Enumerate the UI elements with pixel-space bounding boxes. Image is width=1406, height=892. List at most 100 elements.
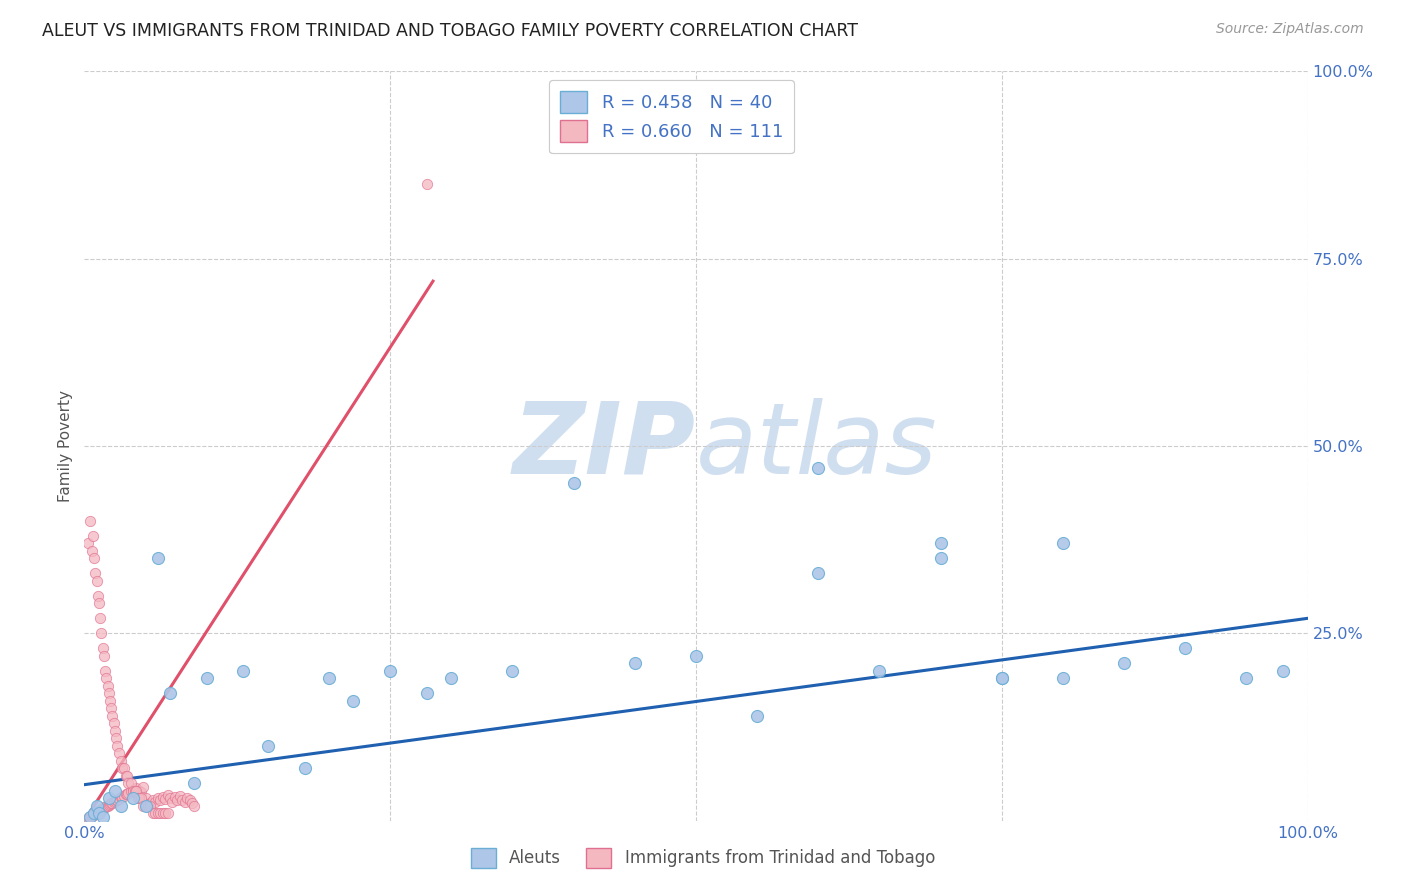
Point [929, 536, 952, 550]
Point [115, 788, 138, 802]
Point [90, 626, 112, 640]
Point [129, 791, 152, 805]
Point [128, 791, 150, 805]
Point [146, 791, 169, 805]
Point [173, 795, 195, 809]
Point [179, 793, 201, 807]
Point [169, 789, 191, 803]
Point [86, 805, 108, 819]
Point [176, 791, 198, 805]
Point [181, 796, 204, 810]
Point [149, 806, 172, 821]
Point [77, 536, 100, 550]
Point [562, 476, 585, 491]
Point [98, 797, 121, 812]
Point [115, 787, 138, 801]
Point [124, 783, 146, 797]
Point [97, 679, 120, 693]
Legend: Aleuts, Immigrants from Trinidad and Tobago: Aleuts, Immigrants from Trinidad and Tob… [464, 841, 942, 875]
Point [107, 746, 129, 760]
Point [127, 788, 149, 802]
Point [685, 648, 707, 663]
Point [79, 810, 101, 824]
Text: Source: ZipAtlas.com: Source: ZipAtlas.com [1216, 22, 1364, 37]
Point [152, 806, 174, 821]
Point [80, 544, 103, 558]
Text: ALEUT VS IMMIGRANTS FROM TRINIDAD AND TOBAGO FAMILY POVERTY CORRELATION CHART: ALEUT VS IMMIGRANTS FROM TRINIDAD AND TO… [42, 22, 858, 40]
Point [991, 671, 1014, 685]
Point [107, 792, 129, 806]
Point [416, 177, 439, 191]
Point [105, 793, 128, 807]
Point [139, 798, 162, 813]
Point [105, 739, 128, 753]
Y-axis label: Family Poverty: Family Poverty [58, 390, 73, 502]
Point [135, 791, 157, 805]
Point [929, 551, 952, 566]
Point [139, 796, 162, 810]
Point [87, 804, 110, 818]
Point [747, 708, 769, 723]
Point [135, 798, 157, 813]
Point [110, 790, 132, 805]
Point [380, 664, 402, 678]
Point [86, 798, 108, 813]
Point [807, 461, 830, 475]
Point [146, 551, 169, 566]
Point [120, 784, 142, 798]
Point [86, 574, 108, 588]
Point [84, 806, 107, 821]
Point [159, 791, 181, 805]
Legend: R = 0.458   N = 40, R = 0.660   N = 111: R = 0.458 N = 40, R = 0.660 N = 111 [550, 80, 794, 153]
Point [1114, 657, 1136, 671]
Point [172, 792, 194, 806]
Point [100, 701, 122, 715]
Point [869, 664, 891, 678]
Point [79, 514, 101, 528]
Point [111, 789, 134, 804]
Point [166, 792, 188, 806]
Point [129, 785, 152, 799]
Point [96, 671, 118, 685]
Point [97, 798, 120, 813]
Point [125, 781, 148, 796]
Point [97, 791, 120, 805]
Text: atlas: atlas [696, 398, 938, 494]
Point [149, 793, 172, 807]
Point [136, 798, 159, 813]
Point [152, 789, 174, 804]
Point [163, 790, 186, 805]
Point [440, 671, 463, 685]
Point [183, 798, 205, 813]
Point [135, 798, 157, 813]
Point [101, 796, 124, 810]
Point [91, 810, 114, 824]
Point [128, 783, 150, 797]
Point [82, 529, 104, 543]
Point [104, 783, 127, 797]
Point [1272, 664, 1295, 678]
Point [125, 783, 148, 797]
Point [318, 671, 340, 685]
Point [87, 589, 110, 603]
Point [142, 792, 165, 806]
Point [110, 798, 132, 813]
Point [153, 806, 176, 821]
Point [100, 797, 122, 811]
Point [117, 776, 139, 790]
Point [101, 708, 124, 723]
Point [104, 723, 127, 738]
Point [122, 783, 145, 797]
Point [87, 596, 110, 610]
Point [83, 551, 105, 566]
Point [84, 566, 107, 581]
Point [342, 694, 364, 708]
Point [153, 792, 176, 806]
Point [143, 795, 166, 809]
Point [807, 566, 830, 581]
Point [124, 782, 146, 797]
Point [97, 797, 120, 812]
Point [82, 808, 104, 822]
Point [86, 806, 108, 821]
Point [1174, 641, 1197, 656]
